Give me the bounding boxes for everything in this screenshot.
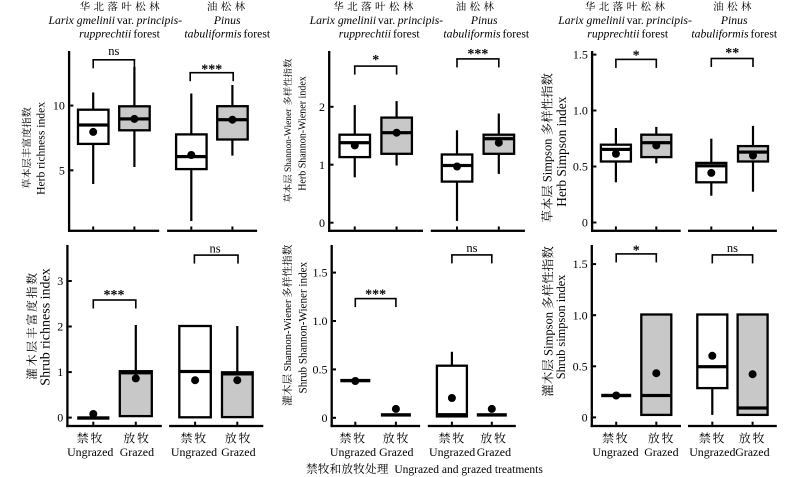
svg-text:ns: ns [727, 241, 738, 255]
svg-text:1.0: 1.0 [573, 104, 588, 118]
svg-text:***: *** [467, 47, 488, 62]
svg-text:0.5: 0.5 [573, 160, 588, 174]
svg-text:*: * [633, 244, 640, 259]
svg-text:0: 0 [57, 411, 63, 425]
svg-text:Pinus: Pinus [213, 14, 241, 27]
svg-text:ns: ns [209, 241, 220, 255]
svg-text:Herb Simpson index: Herb Simpson index [554, 96, 569, 206]
svg-text:*: * [372, 53, 379, 68]
svg-text:5: 5 [59, 163, 65, 177]
svg-text:1.0: 1.0 [573, 308, 588, 322]
svg-text:1: 1 [319, 158, 325, 172]
svg-text:0: 0 [582, 411, 588, 425]
svg-text:Ungrazed: Ungrazed [171, 445, 217, 459]
svg-text:Ungrazed: Ungrazed [429, 445, 475, 459]
svg-text:Ungrazed: Ungrazed [689, 445, 735, 459]
svg-text:principis-: principis- [397, 14, 444, 27]
svg-text:principis-: principis- [645, 14, 692, 27]
svg-text:Larix gmelinii: Larix gmelinii [557, 14, 625, 27]
svg-text:var.: var. [375, 14, 398, 27]
svg-text:Shannon-Wiener: Shannon-Wiener [282, 297, 294, 374]
svg-text:forest: forest [390, 27, 420, 40]
svg-text:Shrub simpson index: Shrub simpson index [554, 274, 568, 379]
svg-text:ns: ns [466, 241, 477, 255]
svg-text:var.: var. [624, 14, 647, 27]
svg-text:Pinus: Pinus [470, 14, 498, 27]
svg-text:Grazed: Grazed [644, 445, 678, 459]
svg-text:Simpson: Simpson [541, 309, 555, 359]
svg-text:ns: ns [108, 44, 119, 58]
svg-text:1.5: 1.5 [313, 266, 328, 280]
svg-text:2: 2 [319, 100, 325, 114]
svg-text:***: *** [201, 62, 222, 77]
svg-text:Grazed: Grazed [735, 445, 769, 459]
svg-text:rupprechtii: rupprechtii [587, 27, 639, 40]
svg-text:***: *** [104, 288, 125, 303]
svg-text:rupprechtii: rupprechtii [79, 27, 131, 40]
svg-text:tabuliformis: tabuliformis [184, 27, 242, 40]
svg-text:Ungrazed: Ungrazed [330, 445, 376, 459]
svg-text:1.5: 1.5 [573, 48, 588, 62]
svg-text:forest: forest [748, 27, 778, 40]
svg-text:tabuliformis: tabuliformis [691, 27, 749, 40]
svg-text:Herb richness index: Herb richness index [34, 102, 47, 195]
svg-text:Ungrazed: Ungrazed [592, 445, 638, 459]
svg-text:Larix gmelinii: Larix gmelinii [309, 14, 377, 27]
svg-text:Shrub Shannon-Wiener index: Shrub Shannon-Wiener index [298, 261, 310, 393]
svg-text:forest: forest [500, 27, 530, 40]
svg-text:Ungrazed and grazed treatments: Ungrazed and grazed treatments [389, 464, 544, 476]
svg-text:***: *** [365, 287, 386, 302]
svg-text:Ungrazed: Ungrazed [67, 445, 113, 459]
svg-text:0.5: 0.5 [573, 359, 588, 373]
svg-text:1.5: 1.5 [573, 257, 588, 271]
svg-text:Grazed: Grazed [221, 445, 255, 459]
svg-text:var.: var. [114, 14, 137, 27]
svg-text:0: 0 [582, 216, 588, 230]
svg-text:**: ** [725, 46, 739, 61]
svg-text:tabuliformis: tabuliformis [443, 27, 501, 40]
svg-text:forest: forest [130, 27, 160, 40]
svg-text:Pinus: Pinus [720, 14, 748, 27]
svg-text:principis-: principis- [136, 14, 183, 27]
svg-text:forest: forest [639, 27, 669, 40]
svg-text:Shrub richness index: Shrub richness index [39, 268, 54, 385]
svg-text:Simpson: Simpson [541, 136, 555, 186]
svg-text:forest: forest [241, 27, 271, 40]
svg-text:2: 2 [57, 320, 63, 334]
svg-text:0.5: 0.5 [313, 363, 328, 377]
svg-text:rupprechtii: rupprechtii [339, 27, 391, 40]
svg-text:Grazed: Grazed [379, 445, 413, 459]
svg-text:1.0: 1.0 [313, 314, 328, 328]
svg-text:1: 1 [57, 365, 63, 379]
svg-text:Herb Shannon-Wiener index: Herb Shannon-Wiener index [298, 76, 309, 191]
svg-text:Larix gmelinii: Larix gmelinii [48, 14, 116, 27]
svg-text:*: * [633, 48, 640, 63]
svg-text:Grazed: Grazed [477, 445, 511, 459]
svg-text:0: 0 [322, 411, 328, 425]
svg-text:3: 3 [57, 274, 63, 288]
svg-text:0: 0 [319, 216, 325, 230]
svg-text:10: 10 [53, 99, 65, 113]
svg-text:Grazed: Grazed [120, 445, 154, 459]
svg-text:Shannon-Wiener: Shannon-Wiener [284, 106, 294, 174]
